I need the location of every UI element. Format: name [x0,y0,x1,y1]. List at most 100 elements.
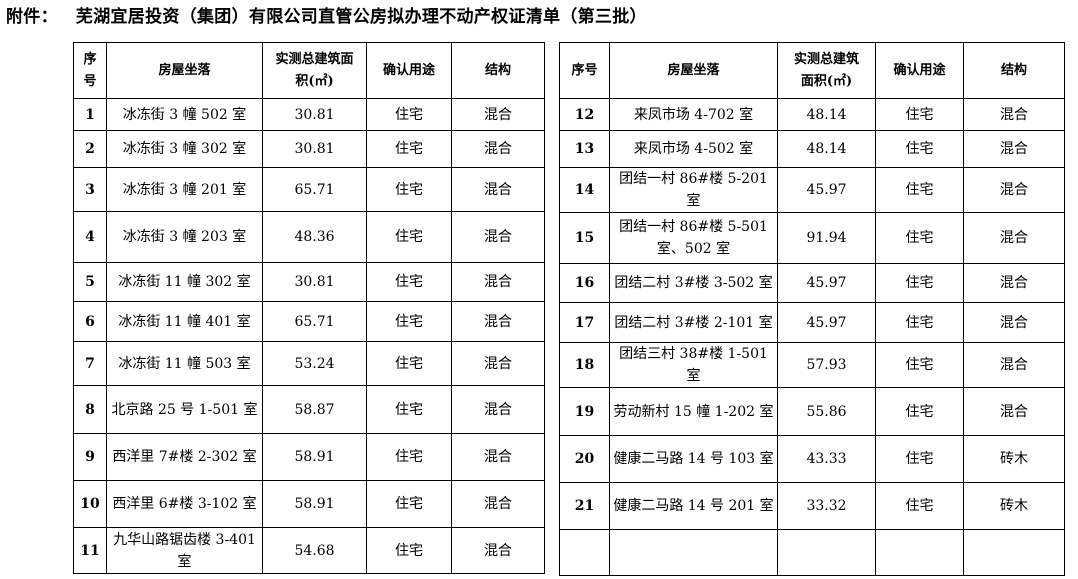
cell-use: 住宅 [875,263,964,303]
cell-structure [963,529,1065,576]
cell-address: 冰冻街 11 幢 401 室 [106,301,263,342]
cell-address: 九华山路锯齿楼 3-401 室 [106,527,263,574]
table-header: 序号 房屋坐落 实测总建筑面积(㎡) 确认用途 结构 [559,42,1065,99]
cell-structure: 混合 [963,167,1065,213]
cell-area: 30.81 [262,262,367,302]
cell-no: 7 [73,341,107,386]
cell-use: 住宅 [366,98,452,131]
cell-structure: 混合 [963,130,1065,168]
cell-area: 48.14 [777,98,876,131]
cell-area: 57.93 [777,342,876,388]
cell-address: 西洋里 7#楼 2-302 室 [106,433,263,481]
cell-area: 91.94 [777,212,876,264]
cell-no: 2 [73,130,107,168]
cell-no: 1 [73,98,107,131]
cell-structure: 混合 [451,301,545,342]
cell-structure: 混合 [963,98,1065,131]
table-row: 18 团结三村 38#楼 1-501 室 57.93 住宅 混合 [559,342,1065,388]
cell-use: 住宅 [366,341,452,386]
cell-use: 住宅 [366,211,452,263]
cell-area: 54.68 [262,527,367,574]
cell-structure: 混合 [451,211,545,263]
cell-address: 冰冻街 3 幢 203 室 [106,211,263,263]
cell-address: 冰冻街 3 幢 302 室 [106,130,263,168]
cell-no: 20 [559,435,610,483]
header-area: 实测总建筑面积(㎡) [777,42,876,99]
cell-address [609,529,778,576]
cell-structure: 混合 [451,167,545,212]
cell-structure: 混合 [451,341,545,386]
cell-area: 58.91 [262,480,367,528]
header-structure: 结构 [451,42,545,99]
table-row: 2 冰冻街 3 幢 302 室 30.81 住宅 混合 [73,130,545,168]
table-row: 13 来凤市场 4-502 室 48.14 住宅 混合 [559,130,1065,168]
cell-address: 来凤市场 4-702 室 [609,98,778,131]
cell-no: 3 [73,167,107,212]
cell-structure: 混合 [963,302,1065,343]
cell-use: 住宅 [875,342,964,388]
cell-structure: 混合 [963,212,1065,264]
cell-no: 8 [73,385,107,434]
cell-no: 21 [559,482,610,530]
cell-area: 53.24 [262,341,367,386]
cell-no: 14 [559,167,610,213]
cell-no: 5 [73,262,107,302]
header-structure: 结构 [963,42,1065,99]
cell-no: 4 [73,211,107,263]
cell-no: 16 [559,263,610,303]
cell-address: 团结二村 3#楼 2-101 室 [609,302,778,343]
table-row [559,529,1065,576]
cell-area [777,529,876,576]
cell-no: 11 [73,527,107,574]
cell-structure: 砖木 [963,482,1065,530]
cell-use: 住宅 [366,433,452,481]
header-no: 序号 [559,42,610,99]
cell-use: 住宅 [875,130,964,168]
cell-use: 住宅 [875,387,964,436]
cell-no: 9 [73,433,107,481]
cell-area: 45.97 [777,167,876,213]
table-row: 15 团结一村 86#楼 5-501 室、502 室 91.94 住宅 混合 [559,212,1065,264]
cell-structure: 混合 [963,342,1065,388]
cell-address: 劳动新村 15 幢 1-202 室 [609,387,778,436]
table-row: 7 冰冻街 11 幢 503 室 53.24 住宅 混合 [73,341,545,386]
table-row: 9 西洋里 7#楼 2-302 室 58.91 住宅 混合 [73,433,545,481]
cell-structure: 砖木 [963,435,1065,483]
table-row: 10 西洋里 6#楼 3-102 室 58.91 住宅 混合 [73,480,545,528]
table-row: 14 团结一村 86#楼 5-201 室 45.97 住宅 混合 [559,167,1065,213]
cell-address: 团结二村 3#楼 3-502 室 [609,263,778,303]
title-text: 芜湖宜居投资（集团）有限公司直管公房拟办理不动产权证清单（第三批） [75,7,647,27]
cell-structure: 混合 [451,98,545,131]
cell-use: 住宅 [366,130,452,168]
table-row: 6 冰冻街 11 幢 401 室 65.71 住宅 混合 [73,301,545,342]
cell-use: 住宅 [366,301,452,342]
cell-use: 住宅 [875,167,964,213]
cell-address: 冰冻街 11 幢 503 室 [106,341,263,386]
cell-use: 住宅 [875,98,964,131]
cell-area: 55.86 [777,387,876,436]
cell-structure: 混合 [451,385,545,434]
header-no: 序号 [73,42,107,99]
cell-structure: 混合 [451,130,545,168]
cell-address: 来凤市场 4-502 室 [609,130,778,168]
cell-area: 65.71 [262,167,367,212]
document-title: 附件： 芜湖宜居投资（集团）有限公司直管公房拟办理不动产权证清单（第三批） [6,2,647,27]
cell-use: 住宅 [366,262,452,302]
cell-address: 北京路 25 号 1-501 室 [106,385,263,434]
header-use: 确认用途 [875,42,964,99]
header-use: 确认用途 [366,42,452,99]
cell-structure: 混合 [963,263,1065,303]
property-table-left: 序号 房屋坐落 实测总建筑面积(㎡) 确认用途 结构 1 冰冻街 3 幢 502 … [73,42,545,574]
header-address: 房屋坐落 [609,42,778,99]
cell-use: 住宅 [366,480,452,528]
cell-use: 住宅 [875,212,964,264]
table-row: 21 健康二马路 14 号 201 室 33.32 住宅 砖木 [559,482,1065,530]
cell-area: 43.33 [777,435,876,483]
cell-structure: 混合 [451,480,545,528]
cell-structure: 混合 [451,527,545,574]
cell-use: 住宅 [366,385,452,434]
property-table-right: 序号 房屋坐落 实测总建筑面积(㎡) 确认用途 结构 12 来凤市场 4-702 … [559,42,1065,576]
cell-area: 65.71 [262,301,367,342]
table-row: 16 团结二村 3#楼 3-502 室 45.97 住宅 混合 [559,263,1065,303]
cell-no [559,529,610,576]
